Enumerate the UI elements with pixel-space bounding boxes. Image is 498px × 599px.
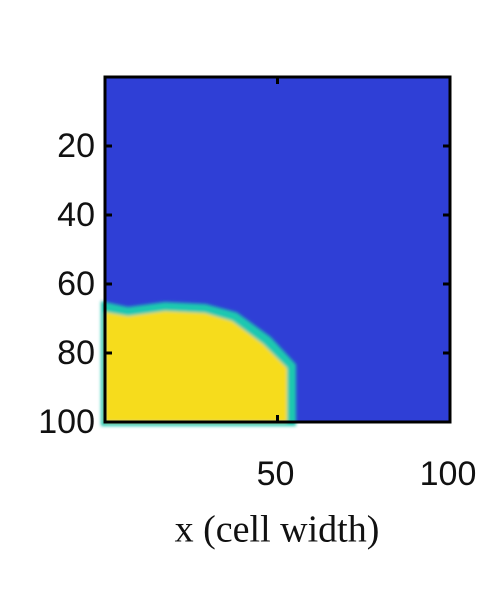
y-tick-label: 40 — [57, 196, 95, 234]
y-tick-label: 80 — [57, 334, 95, 372]
x-axis-label: x (cell width) — [175, 509, 380, 551]
region-core — [105, 311, 287, 422]
x-tick-label: 100 — [420, 455, 477, 493]
x-tick-label: 50 — [257, 455, 295, 493]
y-tick-label: 60 — [57, 265, 95, 303]
y-tick-label: 20 — [57, 127, 95, 165]
y-tick-label: 100 — [38, 403, 95, 441]
